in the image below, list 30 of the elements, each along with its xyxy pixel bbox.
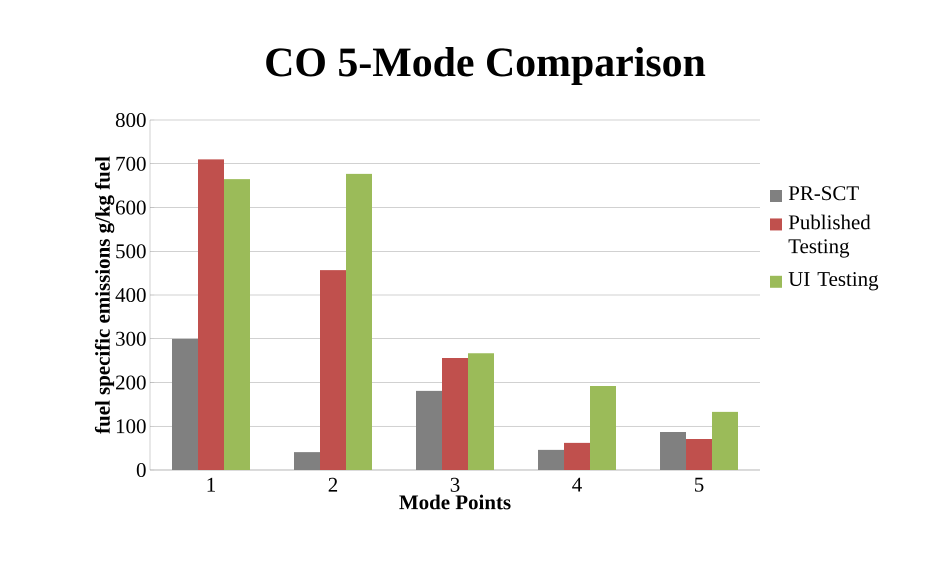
x-tick-label: 4 <box>572 478 582 492</box>
y-tick-label: 600 <box>116 200 146 215</box>
y-tick-label: 400 <box>116 288 146 302</box>
legend-label: UI Testing <box>788 272 878 290</box>
y-tick-label: 700 <box>116 156 146 171</box>
x-tick-label: 3 <box>450 478 460 492</box>
bar <box>198 159 224 470</box>
bar <box>224 179 250 470</box>
y-tick-label: 500 <box>116 244 146 258</box>
x-tick-label: 5 <box>694 478 704 492</box>
y-tick-label: 800 <box>116 112 146 128</box>
x-tick-label: 2 <box>328 478 338 492</box>
y-axis-title: fuel specific emissions g/kg fuel <box>94 156 114 434</box>
bar <box>564 442 590 470</box>
x-axis-title: Mode Points <box>399 494 511 510</box>
bar <box>320 270 346 470</box>
bar <box>590 386 616 470</box>
legend-label: PR-SCT <box>788 186 859 200</box>
y-tick-label: 0 <box>136 462 146 478</box>
chart-title: CO 5-Mode Comparison <box>266 47 706 85</box>
y-tick-label: 200 <box>116 375 146 390</box>
y-tick-label: 100 <box>116 419 146 434</box>
bar <box>686 438 712 470</box>
bar <box>346 174 372 470</box>
bar <box>468 353 494 470</box>
y-tick-label: 300 <box>116 332 146 346</box>
bar <box>712 412 738 470</box>
legend-label: Published Testing <box>788 214 870 258</box>
bar <box>442 358 468 470</box>
x-tick-label: 1 <box>208 478 215 492</box>
